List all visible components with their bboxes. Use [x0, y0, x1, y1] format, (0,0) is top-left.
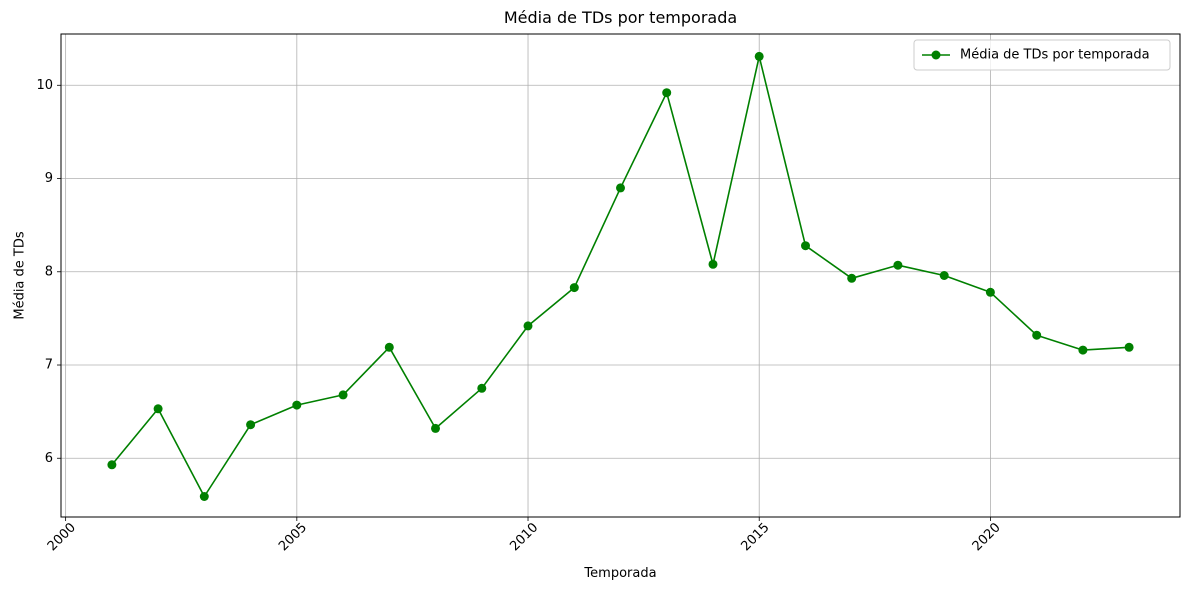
x-tick-label: 2005	[276, 520, 310, 554]
chart-title: Média de TDs por temporada	[504, 8, 737, 27]
legend-marker-swatch	[931, 50, 941, 60]
legend: Média de TDs por temporada	[913, 39, 1171, 71]
data-point	[1032, 330, 1042, 340]
plot-area	[60, 33, 1181, 518]
x-tick-label: 2015	[739, 520, 773, 554]
x-tick-label: 2020	[970, 520, 1004, 554]
grid-lines	[61, 34, 1180, 517]
y-axis-label: Média de TDs	[13, 231, 28, 320]
x-tick-label: 2010	[507, 520, 541, 554]
x-axis-label: Temporada	[583, 566, 656, 581]
data-point	[893, 260, 903, 270]
y-tick-label: 6	[45, 451, 53, 466]
data-point	[199, 492, 209, 501]
data-point	[662, 88, 672, 98]
series-layer	[107, 51, 1134, 501]
data-point	[338, 390, 348, 400]
data-point	[1124, 342, 1134, 352]
axis-ticks: 2000 2005 2010 2015 2020 6 7 8 9 10	[36, 78, 1003, 554]
data-point	[939, 271, 949, 280]
data-point	[523, 321, 533, 331]
data-point	[384, 342, 394, 352]
data-point	[477, 383, 487, 393]
y-tick-label: 9	[45, 171, 53, 186]
series-line	[111, 55, 1130, 498]
data-point	[569, 283, 579, 293]
y-tick-label: 10	[36, 78, 53, 93]
data-point	[246, 420, 256, 430]
data-point	[801, 241, 810, 251]
y-tick-label: 7	[45, 358, 53, 373]
data-point	[153, 404, 163, 414]
data-point	[616, 183, 625, 193]
data-point	[847, 273, 857, 283]
x-tick-label: 2000	[45, 520, 79, 554]
data-point	[985, 287, 995, 297]
data-point	[754, 51, 764, 61]
data-point	[107, 460, 117, 470]
data-point	[431, 423, 440, 433]
legend-box	[913, 39, 1171, 71]
legend-entry-label: Média de TDs por temporada	[960, 48, 1150, 63]
y-tick-label: 8	[45, 264, 53, 279]
data-point	[708, 259, 718, 269]
data-point	[1078, 345, 1088, 355]
data-point	[292, 400, 302, 410]
